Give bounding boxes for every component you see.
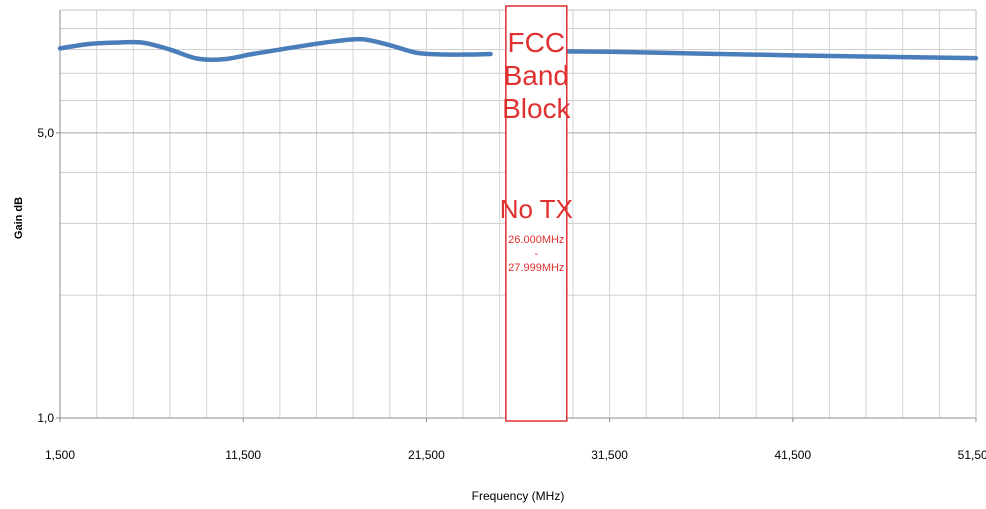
- series-line-1: [561, 49, 979, 61]
- x-axis-ticks: 1,500 11,500 21,500 31,500 41,500 51,500: [45, 418, 986, 462]
- band-range-label: 27.999MHz: [508, 262, 564, 274]
- x-tick-label: 11,500: [225, 448, 261, 462]
- band-block-box: [505, 5, 568, 422]
- x-tick-label: 1,500: [45, 448, 75, 462]
- x-axis-label: Frequency (MHz): [472, 489, 565, 503]
- band-range-label: -: [534, 248, 538, 260]
- x-tick-label: 31,500: [591, 448, 628, 462]
- series-group: [57, 36, 979, 62]
- series-line-0: [57, 36, 493, 62]
- band-block-title-line: FCC: [508, 27, 566, 58]
- x-tick-label: 51,500: [958, 448, 986, 462]
- no-tx-label: No TX: [500, 194, 573, 224]
- y-tick-label: 5,0: [37, 126, 54, 140]
- band-range-label: 26.000MHz: [508, 234, 564, 246]
- y-tick-label: 1,0: [37, 411, 54, 425]
- band-block-title-line: Block: [502, 93, 571, 124]
- y-axis-ticks: 1,0 5,0: [37, 126, 60, 425]
- x-tick-label: 41,500: [774, 448, 811, 462]
- y-axis-label: Gain dB: [13, 197, 25, 239]
- band-block-title-line: Band: [504, 60, 569, 91]
- x-tick-label: 21,500: [408, 448, 445, 462]
